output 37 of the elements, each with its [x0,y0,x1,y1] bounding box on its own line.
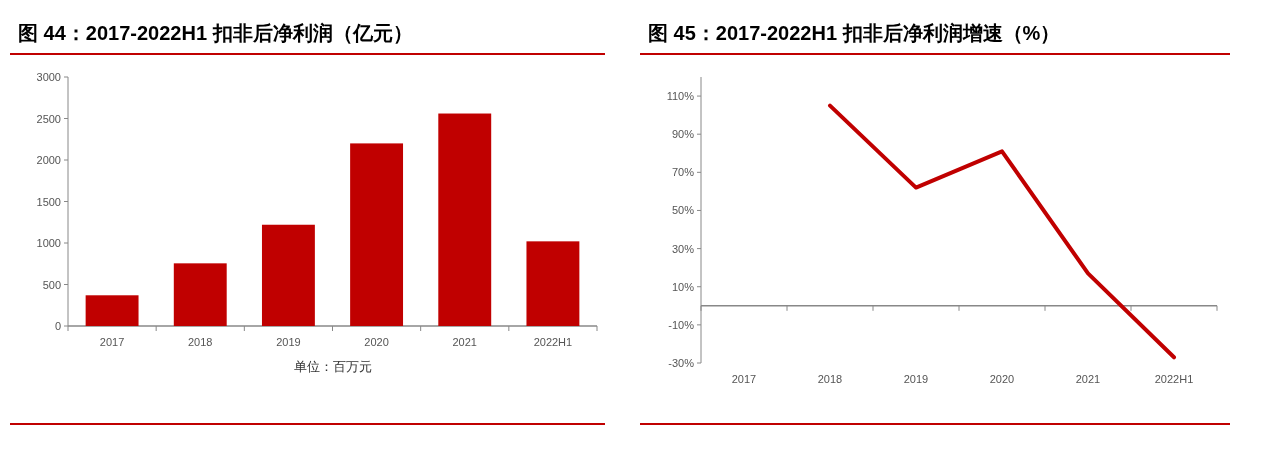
chart-title: 图 45：2017-2022H1 扣非后净利润增速（%） [648,22,1061,44]
y-tick-label: 3000 [36,71,61,83]
y-tick-label: 2000 [36,154,61,166]
x-axis-title: 单位：百万元 [293,359,372,374]
y-tick-label: 1000 [36,237,61,249]
x-tick-label: 2017 [99,336,125,348]
bar [85,295,139,326]
y-tick-label: 10% [671,280,695,293]
x-tick-label: 2017 [731,373,757,385]
x-tick-label: 2019 [276,336,301,348]
x-tick-label: 2018 [817,373,843,385]
x-tick-label: 2021 [1075,373,1101,385]
bar [350,143,404,326]
x-tick-label: 2019 [903,373,929,385]
x-tick-label: 2021 [452,336,477,348]
x-tick-label: 2020 [989,373,1015,385]
bar [261,224,315,326]
y-tick-label: -30% [668,357,695,369]
bar [438,113,492,326]
y-tick-label: 90% [671,128,695,141]
x-tick-label: 2020 [364,336,389,348]
y-tick-label: 110% [666,90,695,103]
y-tick-label: 0 [54,320,61,332]
x-tick-label: 2022H1 [533,336,573,348]
y-tick-label: 500 [42,278,61,291]
line-series [828,103,1176,360]
bar [526,241,580,326]
x-tick-label: 2022H1 [1154,373,1194,385]
bar [173,263,227,326]
y-tick-label: 30% [671,242,695,255]
y-tick-label: -10% [668,318,695,331]
y-tick-label: 70% [671,166,695,179]
y-tick-label: 50% [671,204,695,217]
chart-title: 图 44：2017-2022H1 扣非后净利润（亿元） [18,22,413,44]
y-tick-label: 2500 [36,112,61,125]
x-tick-label: 2018 [188,336,213,348]
y-tick-label: 1500 [36,195,61,208]
